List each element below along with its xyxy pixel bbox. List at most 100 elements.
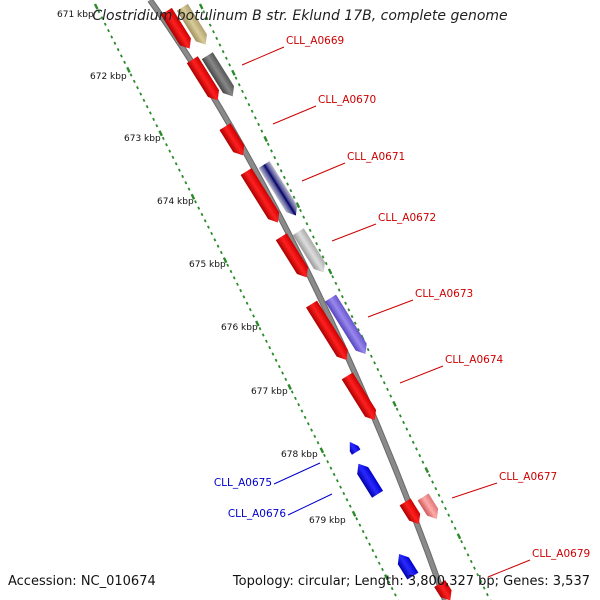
gene-category-block-shape [325, 294, 367, 354]
ruler-tick [384, 574, 389, 581]
ruler-tick [242, 295, 246, 299]
ruler-tick [126, 66, 131, 73]
ruler-tick [393, 593, 397, 597]
ruler-tick [282, 175, 286, 180]
ruler-tick [232, 276, 236, 280]
ruler-kbp-label: 671 kbp [57, 10, 94, 20]
ruler-tick [168, 149, 172, 153]
gene-label-reverse[interactable]: CLL_A0676 [228, 508, 287, 520]
ruler-tick [250, 109, 254, 113]
ruler-tick [306, 422, 310, 426]
ruler-tick [339, 485, 342, 489]
ruler-tick [226, 263, 230, 267]
ruler-tick [440, 500, 444, 504]
ruler-tick [216, 244, 220, 248]
gene-arrow-reverse-shape [397, 553, 419, 580]
ruler-tick [342, 491, 346, 496]
ruler-tick [315, 242, 319, 246]
gene-arrow-shape [434, 580, 452, 600]
ruler-tick [303, 415, 307, 420]
ruler-tick [389, 394, 393, 398]
gene-label-reverse[interactable]: CLL_A0675 [214, 477, 272, 489]
ruler-tick [228, 63, 232, 67]
ruler-tick [364, 536, 368, 540]
ruler-kbp-label: 676 kbp [221, 323, 258, 333]
ruler-tick [476, 573, 480, 577]
gene-label-forward[interactable]: CLL_A0674 [445, 354, 504, 366]
ruler-kbp-label: 677 kbp [251, 387, 288, 397]
ruler-tick [184, 181, 188, 185]
gene-arrow [275, 233, 308, 278]
gene-arrow [306, 300, 348, 360]
ruler-tick [421, 460, 425, 464]
label-layer: 671 kbp 672 kbp 673 kbp 674 kbp 675 kbp 676 k… [57, 10, 590, 578]
ruler-tick [308, 228, 312, 233]
ruler-tick [299, 208, 302, 213]
gene-arrow-shape [219, 123, 245, 156]
ruler-tick [287, 383, 292, 390]
ruler-tick [379, 374, 383, 378]
gene-label-forward[interactable]: CLL_A0670 [318, 94, 376, 106]
ruler-tick [181, 174, 185, 179]
ruler-tick [447, 513, 451, 517]
ruler-tick [110, 35, 114, 39]
ruler-tick [377, 561, 381, 565]
gene-label-leader [287, 493, 333, 516]
gene-label-forward[interactable]: CLL_A0677 [499, 471, 557, 483]
ruler-tick [200, 212, 204, 217]
ruler-tick [427, 473, 431, 478]
gene-label-forward[interactable]: CLL_A0673 [415, 288, 473, 300]
ruler-tick [466, 553, 470, 557]
ruler-tick [329, 466, 333, 470]
ruler-tick [386, 387, 389, 391]
ruler-tick [158, 130, 163, 137]
ruler-tick [265, 339, 268, 343]
gene-label-forward[interactable]: CLL_A0672 [378, 212, 436, 224]
ruler-tick [347, 308, 351, 312]
ruler-tick [302, 215, 306, 219]
gene-label-forward[interactable]: CLL_A0671 [347, 151, 405, 163]
ruler-tick [222, 257, 228, 264]
ruler-kbp-label: 673 kbp [124, 134, 161, 144]
ruler-kbp-label: 679 kbp [309, 516, 346, 526]
gene-category-block [176, 3, 207, 45]
ruler-tick [129, 73, 133, 77]
ruler-tick [319, 447, 325, 454]
ruler-tick [381, 567, 384, 572]
gene-arrow-reverse-shape [357, 463, 384, 498]
ruler-tick [398, 414, 402, 418]
ruler-tick [197, 206, 201, 210]
ruler-tick [279, 169, 283, 173]
ruler-tick [373, 361, 377, 365]
gene-arrow [186, 56, 219, 101]
ruler-tick [323, 453, 326, 458]
ruler-tick [119, 54, 123, 58]
ruler-tick [171, 155, 175, 160]
gene-category-block-shape [201, 52, 234, 97]
ruler-tick [321, 255, 325, 259]
ruler-tick [297, 403, 301, 407]
ruler-tick [116, 47, 120, 52]
ruler-tick [318, 248, 322, 252]
ruler-tick [253, 116, 257, 120]
gene-arrow-reverse-shape [349, 441, 361, 455]
ruler-tick [337, 288, 341, 292]
gene-label-forward[interactable]: CLL_A0669 [286, 35, 344, 47]
ruler-tick [136, 86, 139, 90]
gene-label-forward[interactable]: CLL_A0679 [532, 548, 590, 560]
ruler-tick [93, 3, 99, 10]
gene-arrow [160, 7, 191, 49]
ruler-tick [258, 326, 262, 331]
ruler-tick [374, 555, 378, 559]
ruler-tick [344, 301, 348, 305]
ruler-tick [456, 533, 462, 540]
ruler-tick [479, 579, 483, 584]
ruler-tick [142, 98, 146, 102]
ruler-tick [174, 162, 178, 166]
ruler-tick [305, 222, 309, 226]
ruler-tick [331, 275, 335, 279]
gene-arrow-shape [341, 372, 377, 421]
ruler-tick [224, 56, 228, 60]
ruler-tick [237, 83, 241, 87]
